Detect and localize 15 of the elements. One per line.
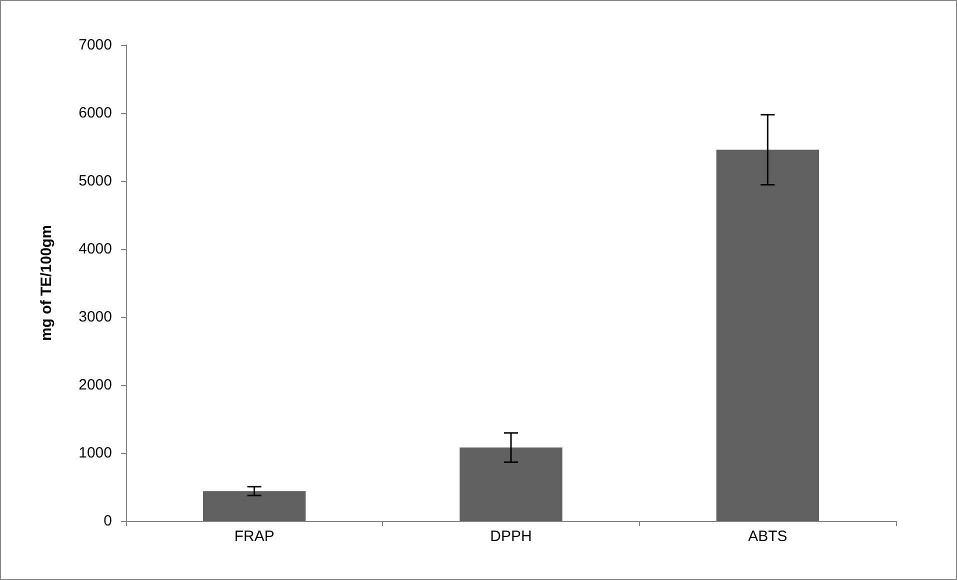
y-tick-label: 7000 (78, 36, 112, 54)
y-tick-label: 4000 (78, 240, 112, 258)
x-tick-label: FRAP (234, 528, 274, 545)
y-axis-title: mg of TE/100gm (38, 225, 55, 341)
x-tick-label: ABTS (748, 528, 788, 545)
y-tick-label: 6000 (78, 104, 112, 122)
y-tick-label: 3000 (78, 308, 112, 326)
x-tick-label: DPPH (490, 528, 532, 545)
y-tick-label: 1000 (78, 444, 112, 462)
bar (460, 448, 562, 521)
y-tick-label: 5000 (78, 172, 112, 190)
y-tick-label: 2000 (78, 376, 112, 394)
bar (716, 150, 819, 521)
y-tick-label: 0 (104, 512, 112, 530)
bar (203, 491, 306, 521)
